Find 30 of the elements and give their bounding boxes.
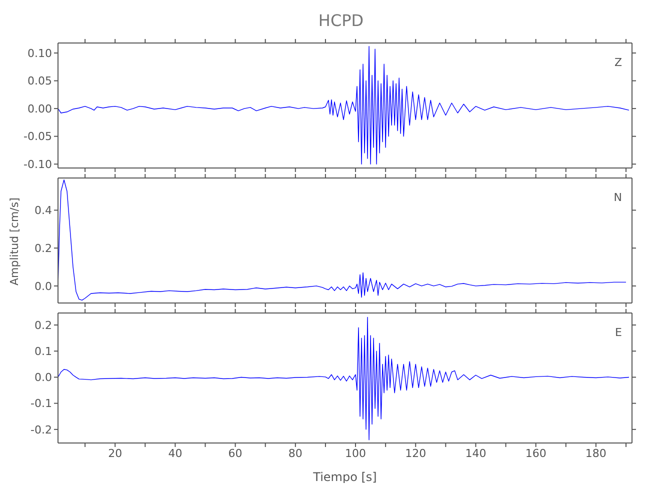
x-tick-label: 40: [168, 446, 182, 460]
y-tick-label: 0.10: [28, 46, 52, 60]
y-tick-label: 0.2: [34, 242, 52, 255]
y-tick-label: 0.4: [34, 204, 52, 218]
annotation: E: [615, 326, 622, 339]
x-tick-label: 80: [288, 446, 302, 460]
y-tick-label: -0.2: [30, 423, 52, 436]
x-tick-label: 60: [228, 446, 242, 460]
x-tick-label: 120: [405, 446, 426, 460]
y-axis-title: Amplitud [cm/s]: [8, 198, 21, 286]
x-tick-label: 160: [525, 446, 546, 460]
y-tick-label: 0.1: [34, 345, 52, 358]
y-tick-label: -0.1: [30, 397, 52, 410]
y-tick-label: 0.0: [34, 280, 52, 293]
chart-title: HCPD: [317, 10, 365, 32]
line-series: [58, 46, 630, 164]
x-tick-label: 20: [108, 446, 122, 460]
y-tick-label: -0.10: [24, 158, 52, 172]
x-tick-label: 100: [345, 446, 366, 460]
line-series: [58, 316, 630, 440]
x-tick-label: 180: [585, 446, 606, 460]
y-tick-label: 0.00: [28, 102, 52, 116]
y-tick-label: -0.05: [24, 130, 52, 144]
y-tick-label: 0.0: [34, 371, 52, 384]
y-tick-label: 0.05: [28, 74, 52, 88]
x-tick-label: 140: [465, 446, 486, 460]
line-series: [58, 180, 626, 301]
y-tick-label: 0.2: [34, 318, 52, 332]
annotation: Z: [614, 56, 622, 69]
annotation: N: [614, 191, 622, 204]
